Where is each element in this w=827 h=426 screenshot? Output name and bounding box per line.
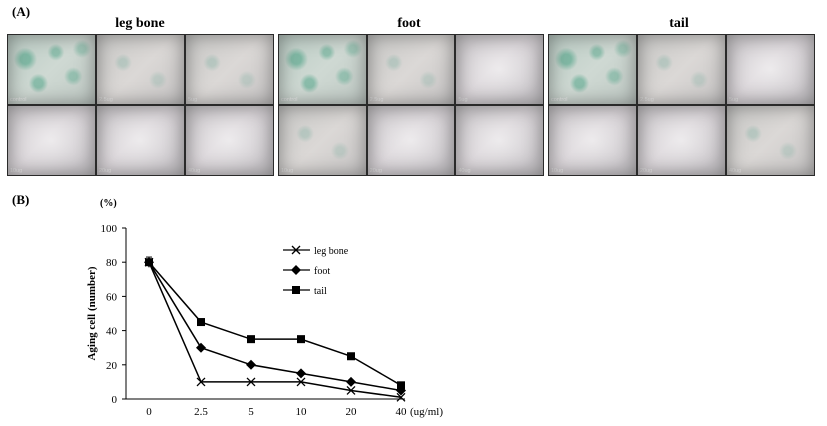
chart-axes: 0 20 40 60 80 100 0 2.5 5 10 20 40 (%) (ug/ml) Aging c… [86,198,443,418]
image-label: 40ug [458,168,471,174]
image-label: 20ug [99,168,112,174]
micrograph: control [279,35,366,104]
micrograph: 5ug [456,35,543,104]
image-label: 40ug [729,168,742,174]
data-point [246,359,256,370]
image-grid-tail: control 2.5ug 5ug 10ug 20ug 40ug [548,34,815,176]
data-point [296,377,306,387]
panel-a-label: (A) [12,4,31,19]
series-line-leg-bone [148,261,402,399]
series-line-foot [148,261,402,392]
micrograph: 40ug [727,106,814,175]
data-point [196,377,206,387]
micrograph: 20ug [367,106,455,175]
micrograph: control [8,35,95,104]
y-tick-label: 20 [106,360,118,372]
micrograph: 10ug [549,106,636,175]
aging-cell-line-chart: 0 20 40 60 80 100 0 2.5 5 10 20 40 (%) (ug/ml) Aging c… [86,198,443,418]
y-tick-label: 40 [106,326,118,338]
y-unit-label: (%) [100,198,117,209]
chart-legend: leg bone foot tail [283,245,349,297]
y-tick-label: 0 [112,394,118,406]
image-label: 5ug [188,97,198,103]
data-point [347,352,355,361]
legend-marker [292,286,300,294]
data-point [297,335,305,344]
x-unit-label: (ug/ml) [410,406,443,418]
x-tick-label: 20 [346,406,358,418]
image-grid-foot: control 2.5ug 5ug 10ug 20ug 40ug [278,34,544,176]
legend-label: tail [314,286,327,297]
legend-marker [291,265,301,275]
micrograph: 10ug [8,106,95,175]
image-label: 10ug [10,168,23,174]
image-label: 20ug [640,168,653,174]
data-point [247,335,255,344]
panel-b-label: (B) [12,192,30,207]
data-point [145,258,153,267]
image-label: control [551,97,568,103]
legend-marker [291,245,301,255]
image-label: 2.5ug [99,97,113,103]
micrograph: 40ug [456,106,543,175]
data-point [396,392,406,402]
data-point [196,342,206,353]
micrograph: 10ug [279,106,366,175]
image-label: 2.5ug [640,97,654,103]
series-line-tail [148,261,402,386]
image-label: 2.5ug [369,97,384,103]
image-label: 10ug [281,168,294,174]
x-tick-label: 40 [396,406,408,418]
image-label: 20ug [369,168,382,174]
x-tick-label: 5 [248,406,254,418]
image-label: control [281,97,298,103]
data-point [246,377,256,387]
y-tick-label: 100 [101,223,118,235]
y-tick-label: 60 [106,291,118,303]
micrograph: 5ug [727,35,814,104]
micrograph: 20ug [638,106,725,175]
x-tick-label: 2.5 [194,406,208,418]
image-grid-leg-bone: control 2.5ug 5ug 10ug 20ug 40ug [7,34,274,176]
group-title-tail: tail [669,16,689,31]
micrograph: 2.5ug [638,35,725,104]
micrograph: 40ug [186,106,273,175]
micrograph: 5ug [186,35,273,104]
x-tick-label: 0 [146,406,152,418]
y-axis-label: Aging cell (number) [86,266,98,360]
image-label: 10ug [551,168,564,174]
data-point [346,385,356,395]
image-label: 5ug [729,97,739,103]
data-point [397,381,405,390]
legend-label: foot [314,266,330,277]
micrograph: 2.5ug [367,35,455,104]
micrograph: 2.5ug [97,35,184,104]
group-title-leg-bone: leg bone [115,16,165,31]
micrograph: control [549,35,636,104]
chart-series [144,256,406,402]
group-title-foot: foot [397,16,421,31]
image-label: control [10,97,27,103]
y-tick-label: 80 [106,257,118,269]
micrograph: 20ug [97,106,184,175]
image-label: 5ug [458,97,468,103]
image-label: 40ug [188,168,201,174]
data-point [296,368,306,379]
legend-label: leg bone [314,246,349,257]
data-point [346,376,356,387]
x-tick-label: 10 [296,406,308,418]
data-point [197,318,205,327]
